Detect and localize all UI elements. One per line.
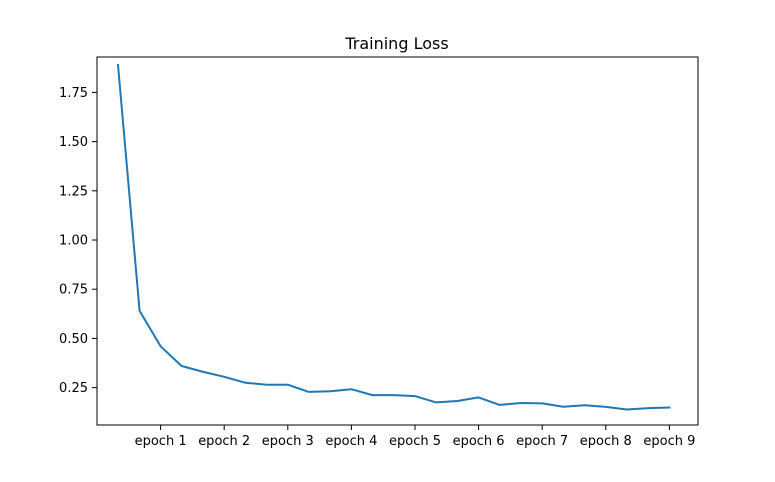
- x-tick-label: epoch 2: [198, 434, 250, 449]
- x-tick-label: epoch 1: [135, 434, 187, 449]
- x-tick-label: epoch 3: [262, 434, 314, 449]
- x-tick-label: epoch 9: [643, 434, 695, 449]
- y-tick-label: 1.75: [59, 86, 88, 101]
- y-tick-label: 0.75: [59, 283, 88, 298]
- x-tick-label: epoch 8: [580, 434, 632, 449]
- y-tick-label: 0.50: [59, 332, 88, 347]
- plot-area-frame: [96, 56, 699, 426]
- y-tick-label: 1.00: [59, 234, 88, 249]
- y-tick-label: 1.25: [59, 184, 88, 199]
- y-tick-label: 0.25: [59, 381, 88, 396]
- x-tick-label: epoch 5: [389, 434, 441, 449]
- x-tick-label: epoch 4: [325, 434, 377, 449]
- y-tick-label: 1.50: [59, 135, 88, 150]
- y-axis: 0.25 0.50 0.75 1.00 1.25 1.50 1.75: [59, 86, 97, 396]
- x-tick-label: epoch 6: [453, 434, 505, 449]
- loss-series-line: [116, 63, 671, 411]
- x-tick-label: epoch 7: [516, 434, 568, 449]
- chart-title: Training Loss: [344, 34, 448, 53]
- x-axis: epoch 1 epoch 2 epoch 3 epoch 4 epoch 5 epoch…: [135, 425, 695, 449]
